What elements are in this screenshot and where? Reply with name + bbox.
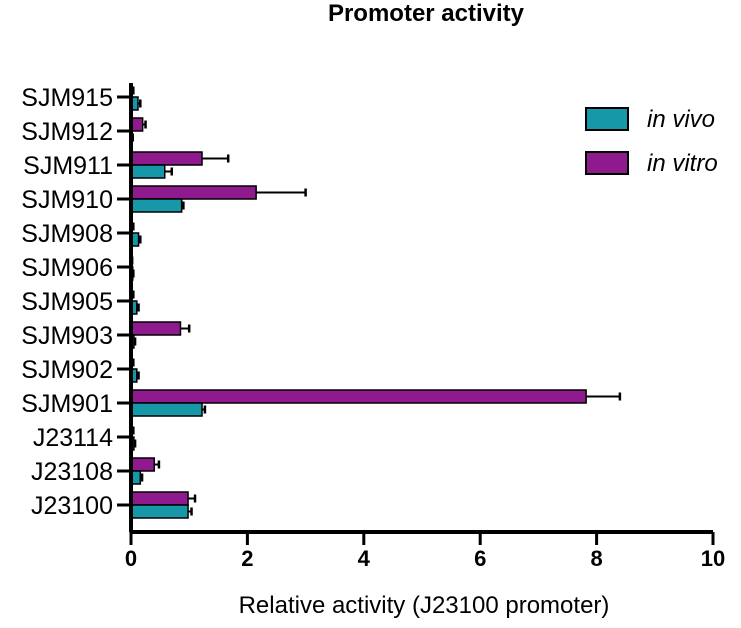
legend-swatch-in-vivo xyxy=(585,107,629,131)
bar-in-vivo-sjm910 xyxy=(130,198,183,213)
y-tick-label-sjm915: SJM915 xyxy=(21,84,113,112)
x-tick-label-2: 2 xyxy=(241,546,253,571)
y-tick-label-sjm901: SJM901 xyxy=(21,390,113,418)
bars-layer xyxy=(130,83,587,519)
y-tick-label-sjm906: SJM906 xyxy=(21,254,113,282)
y-tick-label-sjm911: SJM911 xyxy=(23,152,113,180)
bar-in-vivo-sjm911 xyxy=(130,164,166,179)
bar-in-vitro-sjm911 xyxy=(130,151,203,166)
x-tick-label-6: 6 xyxy=(474,546,486,571)
y-tick-label-sjm905: SJM905 xyxy=(21,288,113,316)
x-axis-label: Relative activity (J23100 promoter) xyxy=(239,592,610,619)
x-tick-label-10: 10 xyxy=(701,546,725,571)
chart-title: Promoter activity xyxy=(328,0,525,27)
bar-in-vivo-j23100 xyxy=(130,504,189,519)
bar-in-vitro-sjm903 xyxy=(130,321,182,336)
legend: in vivo in vitro xyxy=(585,106,718,177)
x-tick-label-4: 4 xyxy=(358,546,371,571)
y-tick-label-j23100: J23100 xyxy=(31,492,113,520)
y-tick-label-sjm910: SJM910 xyxy=(21,186,113,214)
y-tick-label-sjm903: SJM903 xyxy=(21,322,113,350)
x-ticks-layer: 0 2 4 6 8 10 xyxy=(125,532,725,571)
bar-in-vivo-sjm901 xyxy=(130,402,203,417)
bar-in-vitro-j23100 xyxy=(130,491,189,506)
bar-in-vitro-j23108 xyxy=(130,457,156,472)
y-ticks-layer: SJM915 SJM912 SJM911 SJM910 SJM908 SJM906 SJM9… xyxy=(21,84,131,520)
legend-swatch-in-vitro xyxy=(585,151,629,175)
y-tick-label-sjm912: SJM912 xyxy=(21,118,113,146)
bar-in-vitro-sjm901 xyxy=(130,389,587,404)
y-tick-label-j23114: J23114 xyxy=(33,424,113,452)
x-tick-label-0: 0 xyxy=(125,546,137,571)
y-tick-label-sjm908: SJM908 xyxy=(21,220,113,248)
y-tick-label-j23108: J23108 xyxy=(31,458,113,486)
y-tick-label-sjm902: SJM902 xyxy=(21,356,113,384)
legend-label-in-vitro: in vitro xyxy=(647,150,718,177)
bar-in-vitro-sjm910 xyxy=(130,185,257,200)
legend-label-in-vivo: in vivo xyxy=(647,106,715,133)
error-bars-layer xyxy=(130,86,622,516)
x-tick-label-8: 8 xyxy=(590,546,602,571)
